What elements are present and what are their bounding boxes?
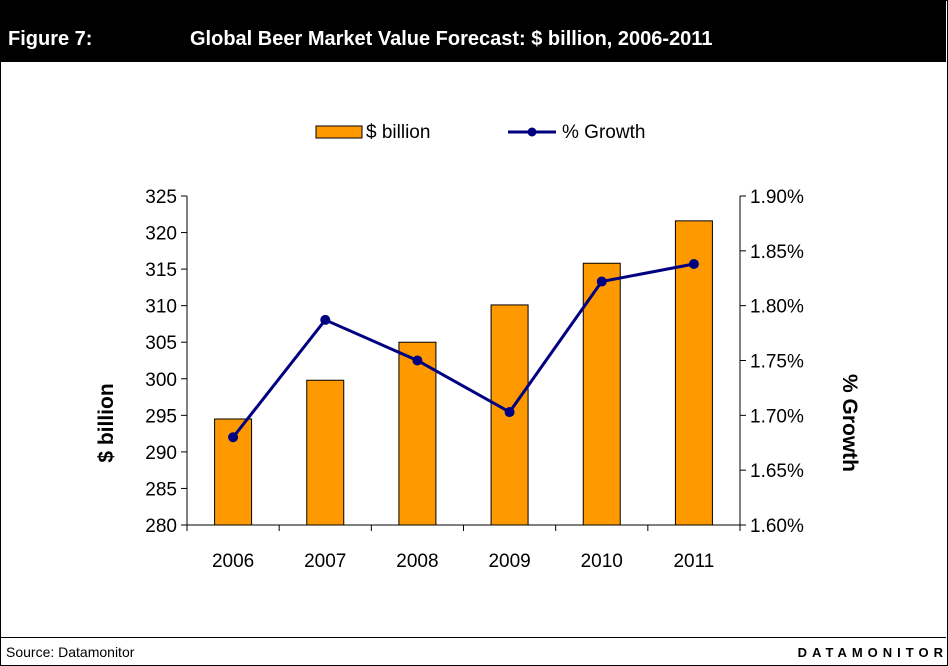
legend-swatch-marker [527, 127, 537, 137]
growth-point [320, 314, 331, 325]
bar [306, 379, 345, 526]
bar-series [214, 220, 713, 526]
x-tick-label: 2009 [488, 551, 530, 572]
source-note: Source: Datamonitor [6, 644, 135, 660]
y2-tick-label: 1.80% [750, 297, 804, 318]
y-tick-label: 310 [145, 297, 177, 318]
figure-header: Figure 7: Global Beer Market Value Forec… [0, 0, 946, 62]
y2-tick-label: 1.65% [750, 461, 804, 482]
legend-swatch-bar [315, 125, 363, 139]
growth-point [228, 432, 239, 443]
growth-point [688, 258, 699, 269]
figure-title: Global Beer Market Value Forecast: $ bil… [190, 28, 713, 50]
y2-tick-label: 1.70% [750, 406, 804, 427]
bar [582, 262, 621, 526]
bar [398, 341, 437, 526]
y-tick-label: 305 [145, 333, 177, 354]
axes: 280 285 290 295 300 305 310 315 320 325 1.60% 1.65%… [145, 187, 804, 572]
legend: $ billion % Growth [315, 122, 645, 143]
bar [674, 220, 713, 526]
x-tick-label: 2006 [212, 551, 254, 572]
y-tick-label: 325 [145, 187, 177, 208]
y2-tick-label: 1.90% [750, 187, 804, 208]
growth-point [504, 407, 515, 418]
footer-divider [0, 637, 946, 638]
x-tick-label: 2010 [581, 551, 623, 572]
legend-label-line: % Growth [562, 122, 645, 143]
y-tick-label: 320 [145, 224, 177, 245]
growth-point [412, 355, 423, 366]
y2-axis-label: % Growth [838, 374, 861, 472]
y-tick-label: 315 [145, 260, 177, 281]
y-tick-label: 280 [145, 516, 177, 537]
growth-line [231, 262, 695, 439]
x-tick-label: 2007 [304, 551, 346, 572]
y2-tick-label: 1.75% [750, 352, 804, 373]
y2-tick-label: 1.60% [750, 516, 804, 537]
x-tick-label: 2008 [396, 551, 438, 572]
y-tick-label: 295 [145, 406, 177, 427]
x-tick-label: 2011 [673, 551, 714, 572]
brand-logo-text: DATAMONITOR [797, 645, 948, 660]
y-tick-label: 285 [145, 479, 177, 500]
combo-chart: $ billion % Growth 280 285 290 295 300 305 310… [95, 122, 861, 572]
y-tick-label: 300 [145, 370, 177, 391]
y-axis-label: $ billion [95, 383, 118, 462]
y2-tick-label: 1.85% [750, 242, 804, 263]
growth-point [596, 276, 607, 287]
figure-label: Figure 7: [8, 28, 93, 50]
legend-label-bar: $ billion [366, 122, 430, 143]
line-series [228, 258, 699, 443]
y-tick-label: 290 [145, 443, 177, 464]
